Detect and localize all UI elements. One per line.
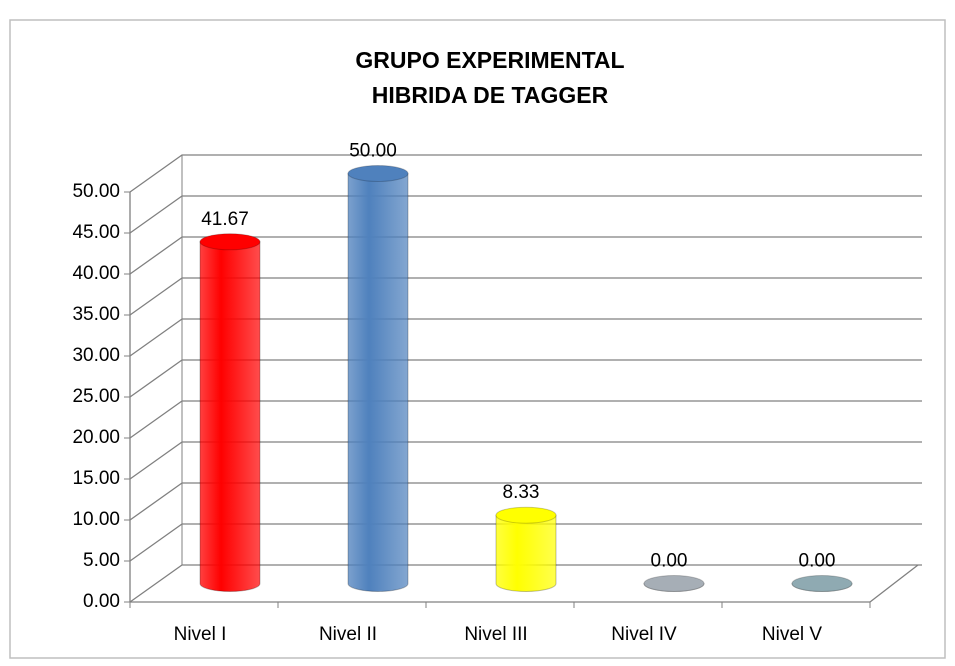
x-tick-label: Nivel III [464,624,527,645]
x-tick-label: Nivel II [319,624,377,645]
y-tick-label: 30.00 [72,345,120,366]
bar-top [643,575,705,592]
chart-title: GRUPO EXPERIMENTAL [355,47,624,73]
y-tick-label: 40.00 [72,263,120,284]
bar-top [495,506,557,524]
y-tick-label: 15.00 [72,468,120,489]
grid-line [129,564,922,603]
bar-top [199,233,261,251]
value-label: 41.67 [201,209,249,230]
y-tick-label: 5.00 [83,550,120,571]
bar [791,575,853,592]
bar-body [200,241,260,592]
value-label: 50.00 [349,141,397,162]
bar-body [496,515,556,592]
y-tick-label: 35.00 [72,304,120,325]
bar-body [348,173,408,592]
bar [643,575,705,592]
grid-line [129,359,922,398]
grid-line [129,441,922,480]
x-tick-label: Nivel IV [611,624,677,645]
x-tick-label: Nivel V [762,624,823,645]
value-label: 8.33 [503,482,540,503]
y-tick-label: 10.00 [72,509,120,530]
bar-top [791,575,853,592]
bar-top [347,165,409,182]
bar [495,506,557,592]
bar-shade [347,173,409,592]
bar [199,233,261,592]
chart-title: HIBRIDA DE TAGGER [372,82,609,108]
grid-line [129,277,922,316]
value-label: 0.00 [799,551,836,572]
x-tick-label: Nivel I [174,624,227,645]
grid-line [129,523,922,562]
y-tick-label: 45.00 [72,222,120,243]
grid-line [129,154,922,193]
bar-shade [495,514,557,592]
bar [347,165,409,592]
value-label: 0.00 [651,551,688,572]
grid-line [129,482,922,521]
bar-shade [199,241,261,592]
y-tick-label: 0.00 [83,591,120,612]
floor-edge [869,564,919,603]
grid-line [129,195,922,234]
y-tick-label: 25.00 [72,386,120,407]
chart-frame [9,19,946,659]
grid-line [129,236,922,275]
y-tick-label: 20.00 [72,427,120,448]
y-tick-label: 50.00 [72,181,120,202]
grid-line [129,318,922,357]
grid-line [129,400,922,439]
